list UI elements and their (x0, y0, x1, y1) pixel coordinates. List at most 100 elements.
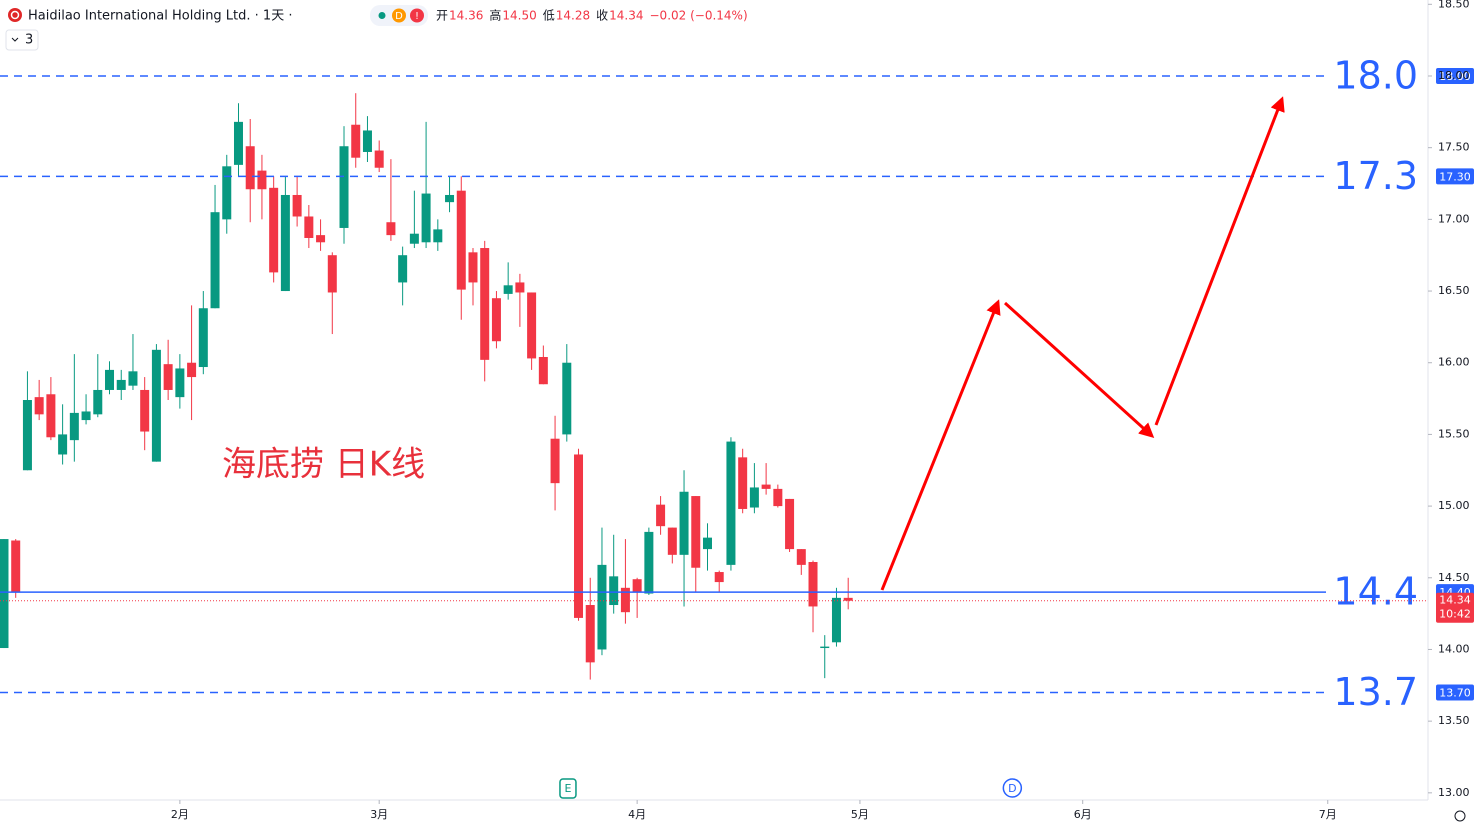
ohlc-low-label: 低 (543, 9, 555, 23)
candles (0, 93, 853, 680)
candle-body (222, 166, 232, 220)
badge: D (395, 11, 403, 22)
candle-body (515, 282, 525, 293)
last-price-badge (1436, 592, 1474, 623)
candle-body (269, 187, 279, 273)
candle-body (773, 488, 783, 507)
candle-body (175, 368, 185, 398)
candle-body (761, 484, 771, 489)
candle-body (527, 292, 537, 359)
candle-body (351, 124, 361, 158)
y-tick-label: 17.00 (1438, 212, 1470, 225)
axis-badge (1436, 67, 1474, 84)
last-price-time: 10:42 (1439, 608, 1471, 621)
candle-body (398, 255, 408, 283)
candle-body (140, 389, 150, 432)
candle-body (644, 531, 654, 594)
event-label: D (1008, 782, 1016, 795)
candle-body (386, 222, 396, 236)
candle-body (105, 369, 115, 390)
y-tick-label: 13.50 (1438, 714, 1470, 727)
candle-body (480, 248, 490, 360)
settings-icon[interactable] (1454, 810, 1466, 822)
candle-body (327, 255, 337, 293)
candle-body (808, 562, 818, 607)
candle-body (245, 146, 255, 190)
y-tick-label: 18.50 (1438, 0, 1470, 10)
level-label: 14.4 (1333, 570, 1418, 614)
candle-body (81, 411, 91, 421)
ohlc-open-label: 开 (436, 9, 448, 23)
arrow (1003, 301, 1155, 439)
status-dot (378, 12, 386, 19)
indicator-count: 3 (25, 33, 33, 48)
last-price-label: 14.34 (1439, 594, 1471, 607)
arrow (1154, 96, 1285, 426)
candle-body (116, 379, 126, 390)
candle-body (574, 454, 584, 618)
y-tick-label: 16.50 (1438, 284, 1470, 297)
candle-body (656, 504, 666, 527)
badge-bg (410, 8, 424, 23)
candle-body (210, 212, 220, 309)
level-label: 17.3 (1333, 154, 1418, 198)
chevron (11, 37, 19, 42)
candle-body (585, 605, 595, 663)
event-marker (559, 778, 577, 799)
candle-body (726, 441, 736, 565)
y-tick-label: 14.00 (1438, 642, 1470, 655)
axis-badge-label: 13.70 (1439, 686, 1471, 699)
grid (179, 3, 1432, 804)
candle-body (620, 587, 630, 613)
x-tick-label: 2月 (171, 808, 189, 821)
candle-body (796, 549, 806, 565)
ohlc-change: −0.02 (−0.14%) (650, 9, 748, 23)
candle-body (667, 527, 677, 555)
candle-body (445, 194, 455, 203)
y-tick-label: 18.00 (1438, 69, 1470, 82)
candle-body (714, 572, 724, 583)
candle-body (58, 434, 68, 455)
candle-body (738, 457, 748, 509)
candle-body (69, 412, 79, 441)
candle-body (304, 216, 314, 238)
axis-badge (1436, 684, 1474, 701)
candle-body (22, 400, 32, 471)
candle-body (691, 496, 701, 568)
candle-body (702, 537, 712, 550)
candle-body (785, 498, 795, 550)
header: Haidilao International Holding Ltd. · 1天… (0, 0, 800, 52)
ohlc-high-label: 高 (489, 8, 501, 23)
candle-body (128, 371, 138, 386)
candle-body (749, 487, 759, 508)
ohlc-close: 14.34 (609, 9, 643, 23)
candle-body (679, 491, 689, 555)
axis-badge-label: 18.00 (1439, 70, 1471, 83)
candle-body (198, 308, 208, 368)
logo (8, 8, 22, 22)
candle-body (362, 130, 372, 152)
candle-body (163, 364, 173, 390)
annotation: 海底捞 日K线 (222, 445, 425, 485)
axis-badge-label: 17.30 (1439, 170, 1471, 183)
candle-body (280, 194, 290, 292)
candle-body (562, 362, 572, 435)
ohlc-low: 14.28 (556, 9, 590, 23)
candle-body (421, 193, 431, 243)
candle-body (292, 194, 302, 217)
badge: ! (415, 11, 419, 22)
indicator-toggle[interactable] (5, 29, 39, 51)
candle-body (503, 285, 513, 294)
x-tick-label: 5月 (851, 808, 869, 821)
x-tick-label: 4月 (628, 808, 646, 821)
candle-body (233, 121, 243, 165)
candle-body (632, 579, 642, 593)
y-tick-label: 15.50 (1438, 427, 1470, 440)
event-label: E (564, 782, 571, 795)
candle-body (0, 539, 9, 649)
candle-body (550, 438, 560, 484)
candle-body (468, 252, 478, 283)
candle-body (831, 597, 841, 643)
